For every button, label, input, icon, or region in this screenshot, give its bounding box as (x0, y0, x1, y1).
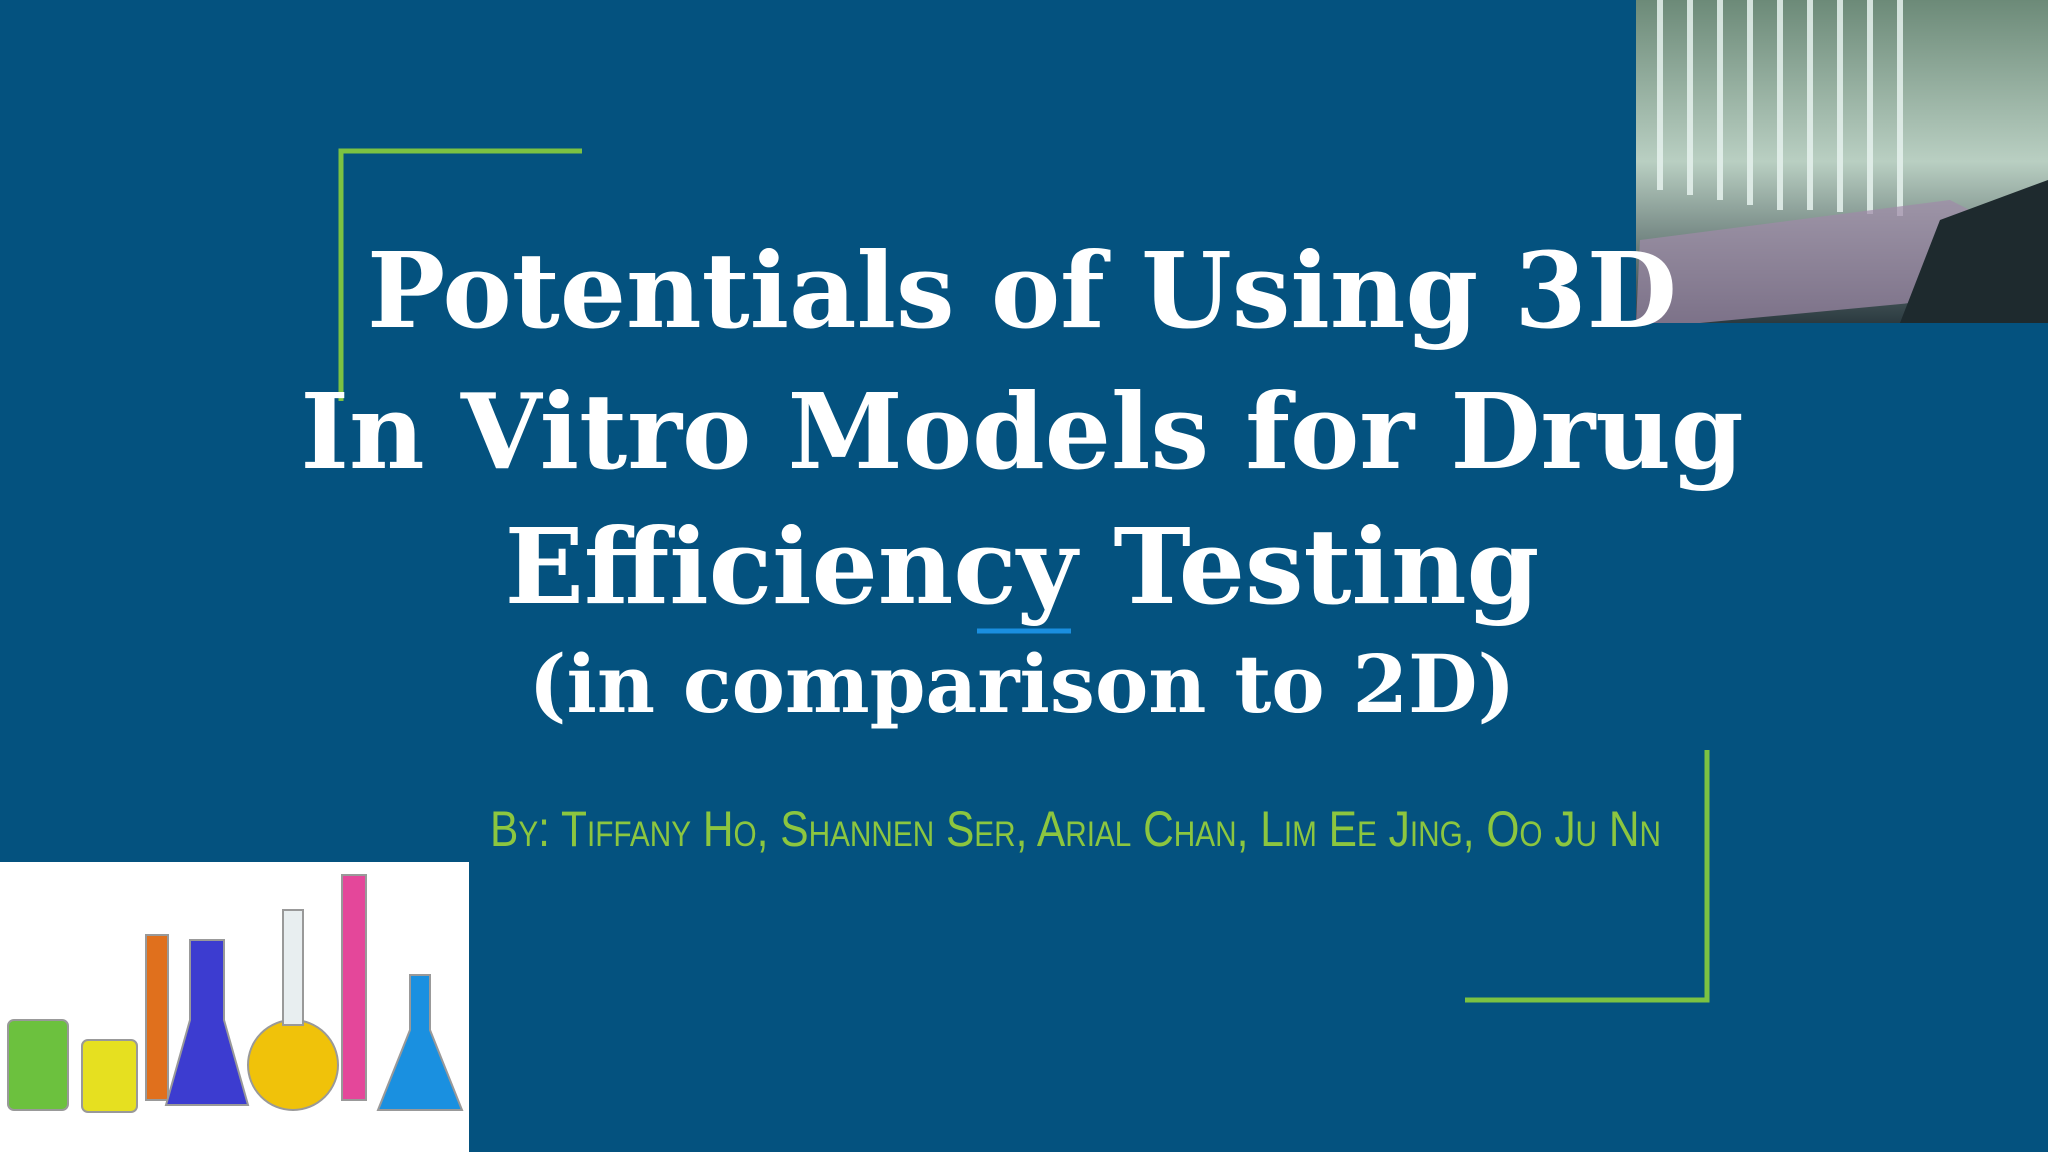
pipette-photo (1636, 0, 2048, 323)
bracket-bottom-right (1465, 750, 1710, 1003)
subtitle: (in comparison to 2D) (529, 637, 1516, 731)
title-line: Potentials of Using 3D (367, 229, 1677, 352)
beakers-photo (0, 862, 469, 1152)
authors: By: Tiffany Ho, Shannen Ser, Arial Chan,… (490, 801, 1661, 857)
title-line: Efficiency Testing (505, 505, 1540, 628)
bracket-top-left (338, 148, 582, 401)
title-line: In Vitro Models for Drug (300, 370, 1743, 493)
